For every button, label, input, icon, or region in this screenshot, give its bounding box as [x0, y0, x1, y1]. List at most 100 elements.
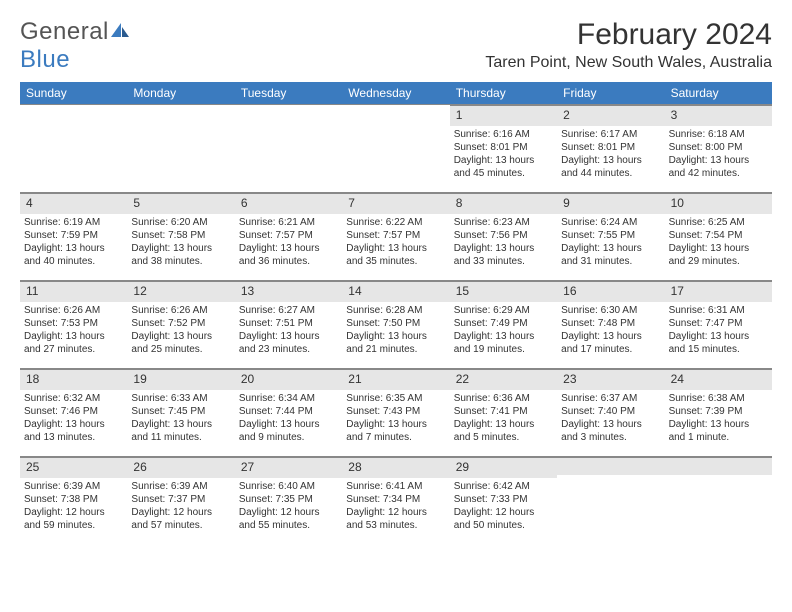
day-cell-9: 9Sunrise: 6:24 AMSunset: 7:55 PMDaylight… [557, 192, 664, 280]
day-cell-22: 22Sunrise: 6:36 AMSunset: 7:41 PMDayligh… [450, 368, 557, 456]
day-cell-8: 8Sunrise: 6:23 AMSunset: 7:56 PMDaylight… [450, 192, 557, 280]
info-day1: Daylight: 13 hours [131, 418, 230, 431]
info-sunrise: Sunrise: 6:26 AM [131, 304, 230, 317]
daynum-strip: 7 [342, 193, 449, 214]
dow-tuesday: Tuesday [235, 82, 342, 104]
calendar: SundayMondayTuesdayWednesdayThursdayFrid… [20, 82, 772, 544]
info-sunrise: Sunrise: 6:41 AM [346, 480, 445, 493]
info-day2: and 29 minutes. [669, 255, 768, 268]
info-day2: and 1 minute. [669, 431, 768, 444]
daynum-strip: 15 [450, 281, 557, 302]
info-day2: and 9 minutes. [239, 431, 338, 444]
info-day1: Daylight: 13 hours [454, 418, 553, 431]
info-sunrise: Sunrise: 6:27 AM [239, 304, 338, 317]
info-sunset: Sunset: 7:57 PM [239, 229, 338, 242]
info-day1: Daylight: 13 hours [239, 418, 338, 431]
info-day2: and 5 minutes. [454, 431, 553, 444]
info-day2: and 31 minutes. [561, 255, 660, 268]
daynum-strip: 24 [665, 369, 772, 390]
info-sunrise: Sunrise: 6:28 AM [346, 304, 445, 317]
daynum-strip-empty [127, 105, 234, 122]
info-day2: and 7 minutes. [346, 431, 445, 444]
daynum-strip: 18 [20, 369, 127, 390]
info-sunrise: Sunrise: 6:42 AM [454, 480, 553, 493]
info-sunset: Sunset: 7:46 PM [24, 405, 123, 418]
info-day2: and 40 minutes. [24, 255, 123, 268]
info-sunrise: Sunrise: 6:31 AM [669, 304, 768, 317]
info-day1: Daylight: 13 hours [24, 242, 123, 255]
info-sunrise: Sunrise: 6:25 AM [669, 216, 768, 229]
info-sunrise: Sunrise: 6:30 AM [561, 304, 660, 317]
info-day1: Daylight: 13 hours [346, 330, 445, 343]
info-sunset: Sunset: 7:39 PM [669, 405, 768, 418]
info-sunset: Sunset: 7:54 PM [669, 229, 768, 242]
info-sunset: Sunset: 7:43 PM [346, 405, 445, 418]
info-sunset: Sunset: 7:44 PM [239, 405, 338, 418]
day-cell-28: 28Sunrise: 6:41 AMSunset: 7:34 PMDayligh… [342, 456, 449, 544]
day-number: 10 [671, 196, 684, 210]
day-number: 13 [241, 284, 254, 298]
header: GeneralBlue February 2024 Taren Point, N… [20, 18, 772, 74]
info-sunrise: Sunrise: 6:36 AM [454, 392, 553, 405]
daynum-strip: 20 [235, 369, 342, 390]
day-cell-24: 24Sunrise: 6:38 AMSunset: 7:39 PMDayligh… [665, 368, 772, 456]
dow-monday: Monday [127, 82, 234, 104]
info-sunrise: Sunrise: 6:38 AM [669, 392, 768, 405]
day-number: 12 [133, 284, 146, 298]
info-sunset: Sunset: 7:58 PM [131, 229, 230, 242]
info-day1: Daylight: 13 hours [454, 242, 553, 255]
info-day2: and 44 minutes. [561, 167, 660, 180]
info-day2: and 55 minutes. [239, 519, 338, 532]
dow-friday: Friday [557, 82, 664, 104]
daynum-strip: 4 [20, 193, 127, 214]
daynum-strip: 26 [127, 457, 234, 478]
info-day2: and 38 minutes. [131, 255, 230, 268]
day-cell-7: 7Sunrise: 6:22 AMSunset: 7:57 PMDaylight… [342, 192, 449, 280]
day-cell-26: 26Sunrise: 6:39 AMSunset: 7:37 PMDayligh… [127, 456, 234, 544]
info-day2: and 27 minutes. [24, 343, 123, 356]
day-cell-27: 27Sunrise: 6:40 AMSunset: 7:35 PMDayligh… [235, 456, 342, 544]
dow-wednesday: Wednesday [342, 82, 449, 104]
info-sunrise: Sunrise: 6:16 AM [454, 128, 553, 141]
day-cell-10: 10Sunrise: 6:25 AMSunset: 7:54 PMDayligh… [665, 192, 772, 280]
daynum-strip: 6 [235, 193, 342, 214]
info-sunset: Sunset: 7:35 PM [239, 493, 338, 506]
day-cell-5: 5Sunrise: 6:20 AMSunset: 7:58 PMDaylight… [127, 192, 234, 280]
dow-row: SundayMondayTuesdayWednesdayThursdayFrid… [20, 82, 772, 104]
day-number: 19 [133, 372, 146, 386]
day-cell-23: 23Sunrise: 6:37 AMSunset: 7:40 PMDayligh… [557, 368, 664, 456]
info-sunrise: Sunrise: 6:17 AM [561, 128, 660, 141]
logo-part1: General [20, 18, 109, 45]
day-cell-29: 29Sunrise: 6:42 AMSunset: 7:33 PMDayligh… [450, 456, 557, 544]
info-sunrise: Sunrise: 6:39 AM [131, 480, 230, 493]
info-day1: Daylight: 12 hours [454, 506, 553, 519]
days-grid: 1Sunrise: 6:16 AMSunset: 8:01 PMDaylight… [20, 104, 772, 544]
info-sunset: Sunset: 7:47 PM [669, 317, 768, 330]
info-day1: Daylight: 13 hours [24, 418, 123, 431]
info-sunrise: Sunrise: 6:26 AM [24, 304, 123, 317]
daynum-strip-empty [20, 105, 127, 122]
info-sunrise: Sunrise: 6:39 AM [24, 480, 123, 493]
info-day1: Daylight: 13 hours [669, 330, 768, 343]
info-day2: and 50 minutes. [454, 519, 553, 532]
info-day1: Daylight: 13 hours [346, 418, 445, 431]
info-day2: and 13 minutes. [24, 431, 123, 444]
daynum-strip: 25 [20, 457, 127, 478]
daynum-strip: 19 [127, 369, 234, 390]
daynum-strip: 5 [127, 193, 234, 214]
info-sunrise: Sunrise: 6:21 AM [239, 216, 338, 229]
daynum-strip: 29 [450, 457, 557, 478]
daynum-strip: 2 [557, 105, 664, 126]
info-sunrise: Sunrise: 6:35 AM [346, 392, 445, 405]
day-number: 15 [456, 284, 469, 298]
day-number: 20 [241, 372, 254, 386]
day-number: 17 [671, 284, 684, 298]
daynum-strip: 12 [127, 281, 234, 302]
day-number: 5 [133, 196, 140, 210]
day-cell-4: 4Sunrise: 6:19 AMSunset: 7:59 PMDaylight… [20, 192, 127, 280]
info-sunrise: Sunrise: 6:20 AM [131, 216, 230, 229]
day-cell-25: 25Sunrise: 6:39 AMSunset: 7:38 PMDayligh… [20, 456, 127, 544]
daynum-strip: 17 [665, 281, 772, 302]
day-number: 29 [456, 460, 469, 474]
day-number: 9 [563, 196, 570, 210]
